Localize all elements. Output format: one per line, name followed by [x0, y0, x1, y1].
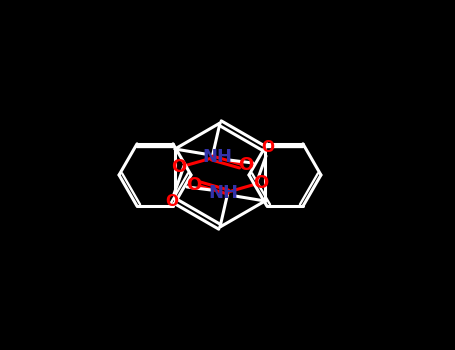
Text: O: O	[187, 176, 202, 194]
Text: NH: NH	[202, 148, 232, 166]
Text: O: O	[238, 156, 253, 174]
Text: NH: NH	[208, 184, 238, 202]
Text: O: O	[172, 158, 187, 176]
Text: O: O	[253, 174, 268, 192]
Text: O: O	[262, 140, 274, 155]
Text: O: O	[166, 195, 178, 210]
